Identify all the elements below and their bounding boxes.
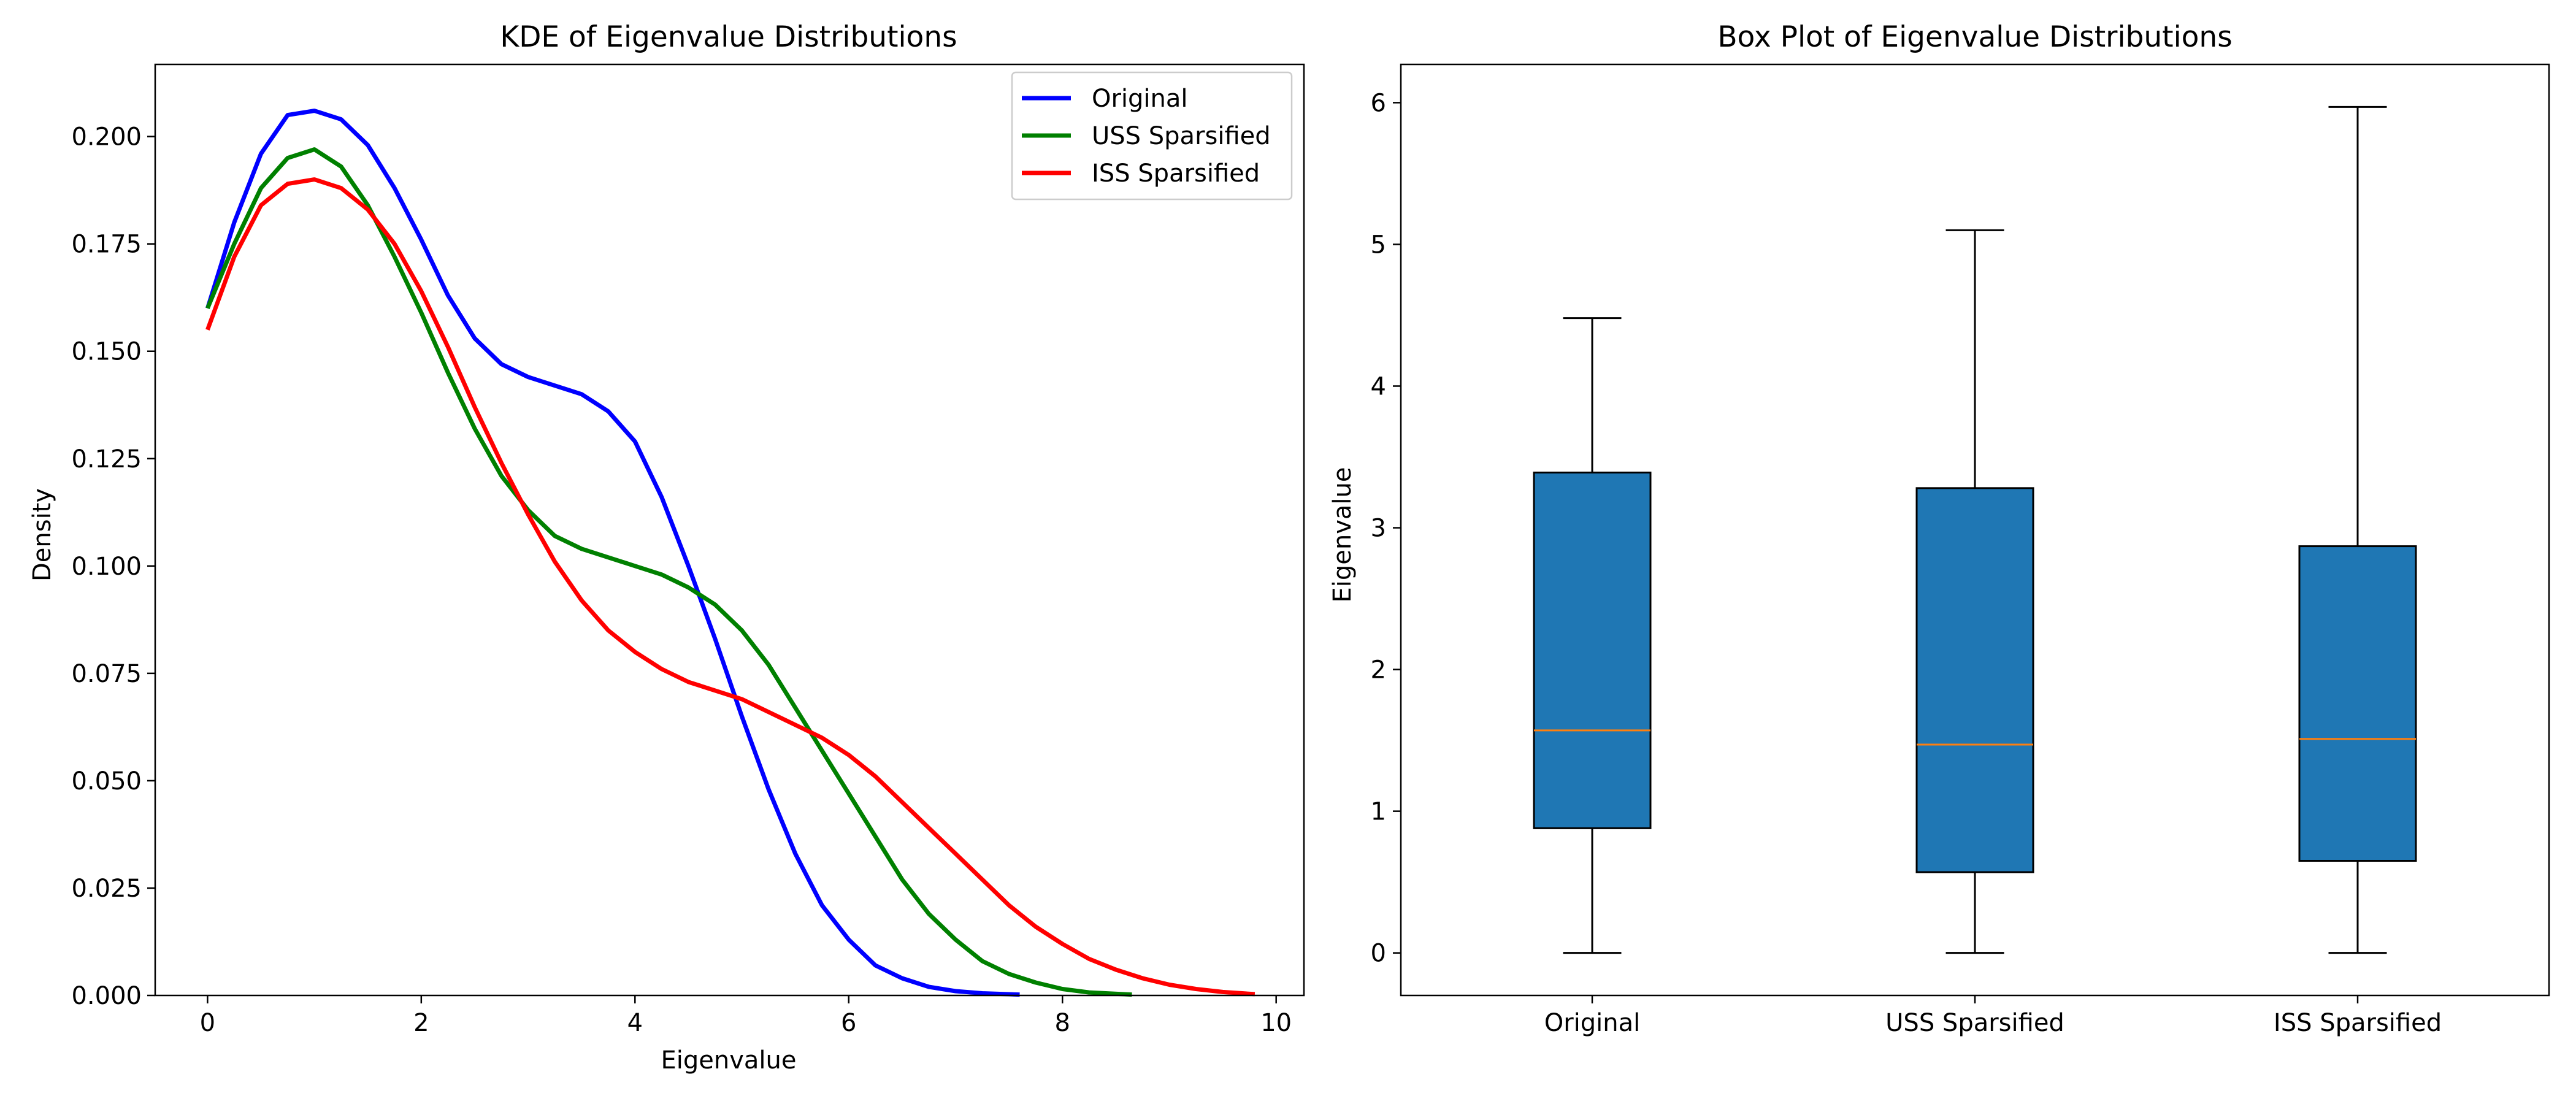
- y-tick-label: 0.000: [71, 982, 142, 1010]
- box-chart-title: Box Plot of Eigenvalue Distributions: [1717, 20, 2232, 54]
- y-tick-label: 0.075: [71, 660, 142, 688]
- kde-legend: Original USS Sparsified ISS Sparsified: [1011, 71, 1293, 201]
- box-uss-sparsified: [1915, 229, 2034, 954]
- box-chart: Box Plot of Eigenvalue Distributions Ori…: [1328, 20, 2550, 1037]
- kde-plot-frame: [154, 63, 1305, 997]
- y-tick-label: 0.025: [71, 875, 142, 903]
- kde-y-axis-label: Density: [28, 488, 56, 581]
- series-line-original: [205, 109, 1020, 997]
- y-tick-label: 0.100: [71, 553, 142, 581]
- box-original: [1533, 317, 1652, 954]
- y-tick-label: 0.125: [71, 445, 142, 473]
- x-tick-label: 0: [200, 1009, 215, 1037]
- x-tick-label: ISS Sparsified: [2274, 1009, 2442, 1037]
- y-tick-label: 0: [1371, 940, 1386, 968]
- kde-y-axis: 0.000 0.025 0.050 0.075 0.100 0.125 0.150 0.175…: [71, 123, 155, 1010]
- kde-chart-title: KDE of Eigenvalue Distributions: [500, 20, 957, 54]
- legend-box: [1011, 71, 1293, 201]
- iqr-box: [1915, 487, 2034, 873]
- iqr-box: [1533, 471, 1652, 829]
- y-tick-label: 0.150: [71, 338, 142, 366]
- kde-x-axis-label: Eigenvalue: [661, 1046, 797, 1075]
- kde-chart: KDE of Eigenvalue Distributions 0 2 4 6 8 10 …: [28, 20, 1305, 1075]
- series-line-iss-sparsified: [205, 177, 1255, 997]
- box-x-axis: Original USS Sparsified ISS Sparsified: [1544, 995, 2442, 1037]
- box-plot-area: [1400, 63, 2550, 997]
- y-tick-label: 3: [1371, 515, 1386, 543]
- y-tick-label: 1: [1371, 798, 1386, 826]
- y-tick-label: 4: [1371, 372, 1386, 401]
- y-tick-label: 5: [1371, 231, 1386, 259]
- legend-label-uss-sparsified: USS Sparsified: [1092, 122, 1271, 150]
- legend-label-iss-sparsified: ISS Sparsified: [1092, 159, 1260, 188]
- iqr-box: [2298, 545, 2417, 862]
- y-tick-label: 0.200: [71, 123, 142, 151]
- x-tick-label: 4: [627, 1009, 643, 1037]
- kde-x-axis: 0 2 4 6 8 10: [200, 995, 1292, 1037]
- x-tick-label: 8: [1055, 1009, 1070, 1037]
- x-tick-label: 10: [1260, 1009, 1292, 1037]
- x-tick-label: Original: [1544, 1009, 1641, 1037]
- legend-label-original: Original: [1092, 85, 1188, 113]
- box-y-axis-label: Eigenvalue: [1328, 467, 1357, 603]
- y-tick-label: 2: [1371, 656, 1386, 684]
- y-tick-label: 0.050: [71, 767, 142, 795]
- x-tick-label: 2: [413, 1009, 429, 1037]
- series-line-uss-sparsified: [205, 147, 1132, 997]
- y-tick-label: 6: [1371, 89, 1386, 117]
- box-iss-sparsified: [2298, 105, 2417, 954]
- box-y-axis: 0 1 2 3 4 5 6: [1371, 89, 1401, 968]
- kde-plot-area: [154, 63, 1305, 997]
- y-tick-label: 0.175: [71, 231, 142, 259]
- x-tick-label: 6: [841, 1009, 856, 1037]
- x-tick-label: USS Sparsified: [1885, 1009, 2064, 1037]
